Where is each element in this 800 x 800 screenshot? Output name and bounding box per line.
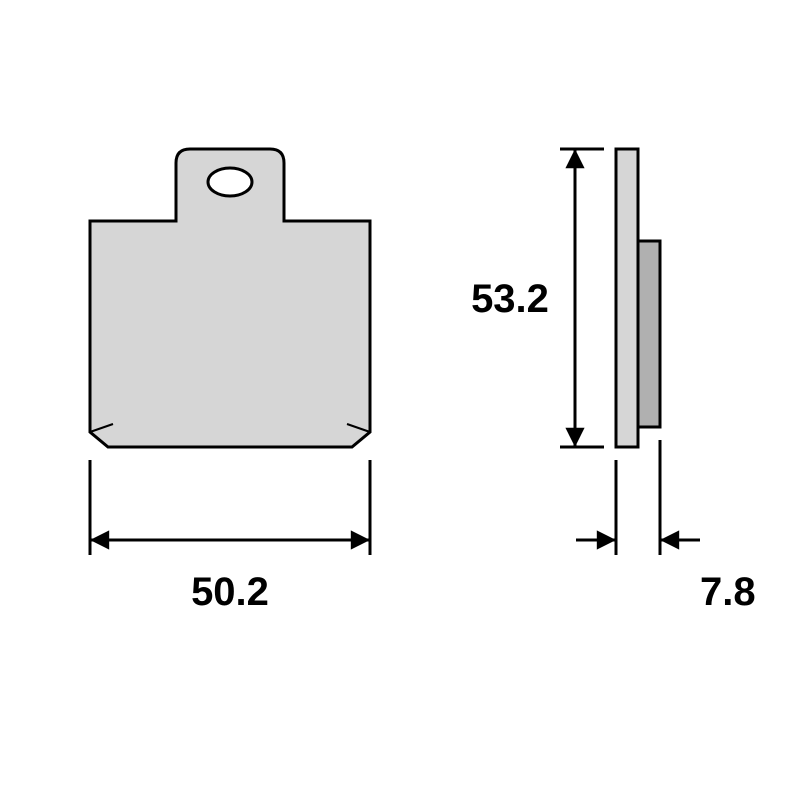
dimension-height: 53.2 bbox=[471, 149, 604, 447]
dimension-thickness: 7.8 bbox=[576, 440, 756, 614]
technical-drawing: 50.2 53.2 7.8 bbox=[0, 0, 800, 800]
dimension-thickness-value: 7.8 bbox=[700, 570, 756, 614]
dimension-width: 50.2 bbox=[90, 460, 370, 614]
friction-pad bbox=[638, 241, 660, 427]
front-view bbox=[90, 149, 370, 447]
side-view bbox=[616, 149, 660, 447]
dimension-height-value: 53.2 bbox=[471, 277, 549, 321]
mounting-hole bbox=[208, 168, 252, 196]
dimension-width-value: 50.2 bbox=[191, 570, 269, 614]
backing-plate bbox=[616, 149, 638, 447]
